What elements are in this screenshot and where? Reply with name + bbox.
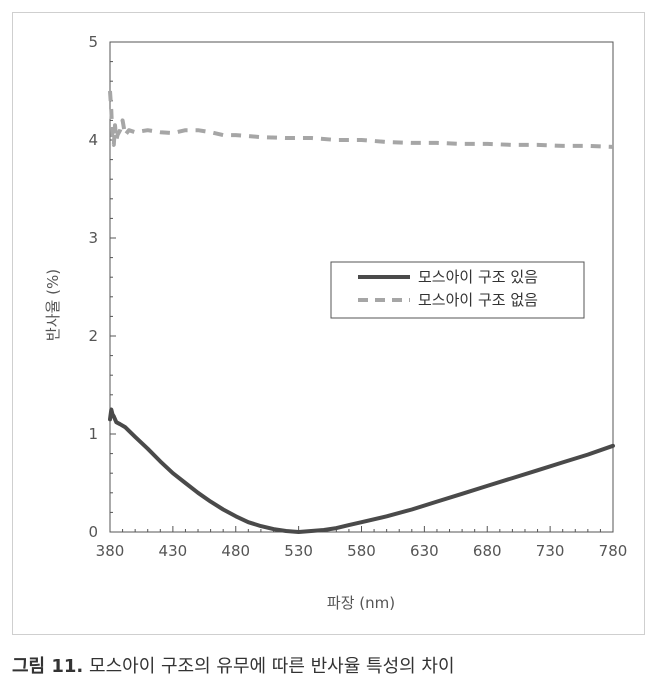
y-tick-label-5: 5 <box>88 33 98 51</box>
legend-box <box>330 261 585 319</box>
y-tick-label-0: 0 <box>88 523 98 541</box>
figure-frame <box>12 12 645 635</box>
x-axis-label: 파장 (nm) <box>327 594 395 612</box>
x-tick-label-780: 780 <box>599 542 628 560</box>
x-tick-label-630: 630 <box>410 542 439 560</box>
y-tick-label-2: 2 <box>88 327 98 345</box>
y-tick-label-4: 4 <box>88 131 98 149</box>
x-tick-label-680: 680 <box>473 542 502 560</box>
caption-text: 모스아이 구조의 유무에 따른 반사율 특성의 차이 <box>89 656 455 677</box>
axis-ticks: 380 430 480 530 580 630 680 730 780 0 1 2 3 4 5 <box>88 33 627 560</box>
x-tick-label-480: 480 <box>221 542 250 560</box>
y-tick-label-1: 1 <box>88 425 98 443</box>
legend-label-with-moth-eye: 모스아이 구조 있음 <box>418 268 538 286</box>
legend: 모스아이 구조 있음 모스아이 구조 없음 <box>330 261 585 319</box>
x-tick-label-580: 580 <box>347 542 376 560</box>
x-tick-label-730: 730 <box>536 542 565 560</box>
series-line-0 <box>108 407 615 534</box>
figure-caption: 그림 11. 모스아이 구조의 유무에 따른 반사율 특성의 차이 <box>12 652 455 678</box>
series-line-1 <box>108 90 614 149</box>
x-tick-label-380: 380 <box>96 542 125 560</box>
series-layer <box>108 90 615 534</box>
y-tick-label-3: 3 <box>88 229 98 247</box>
x-tick-label-430: 430 <box>159 542 188 560</box>
y-axis-label: 반사율 (%) <box>44 269 62 341</box>
caption-label: 그림 11. <box>12 656 84 677</box>
legend-label-without-moth-eye: 모스아이 구조 없음 <box>418 291 538 309</box>
x-tick-label-530: 530 <box>284 542 313 560</box>
